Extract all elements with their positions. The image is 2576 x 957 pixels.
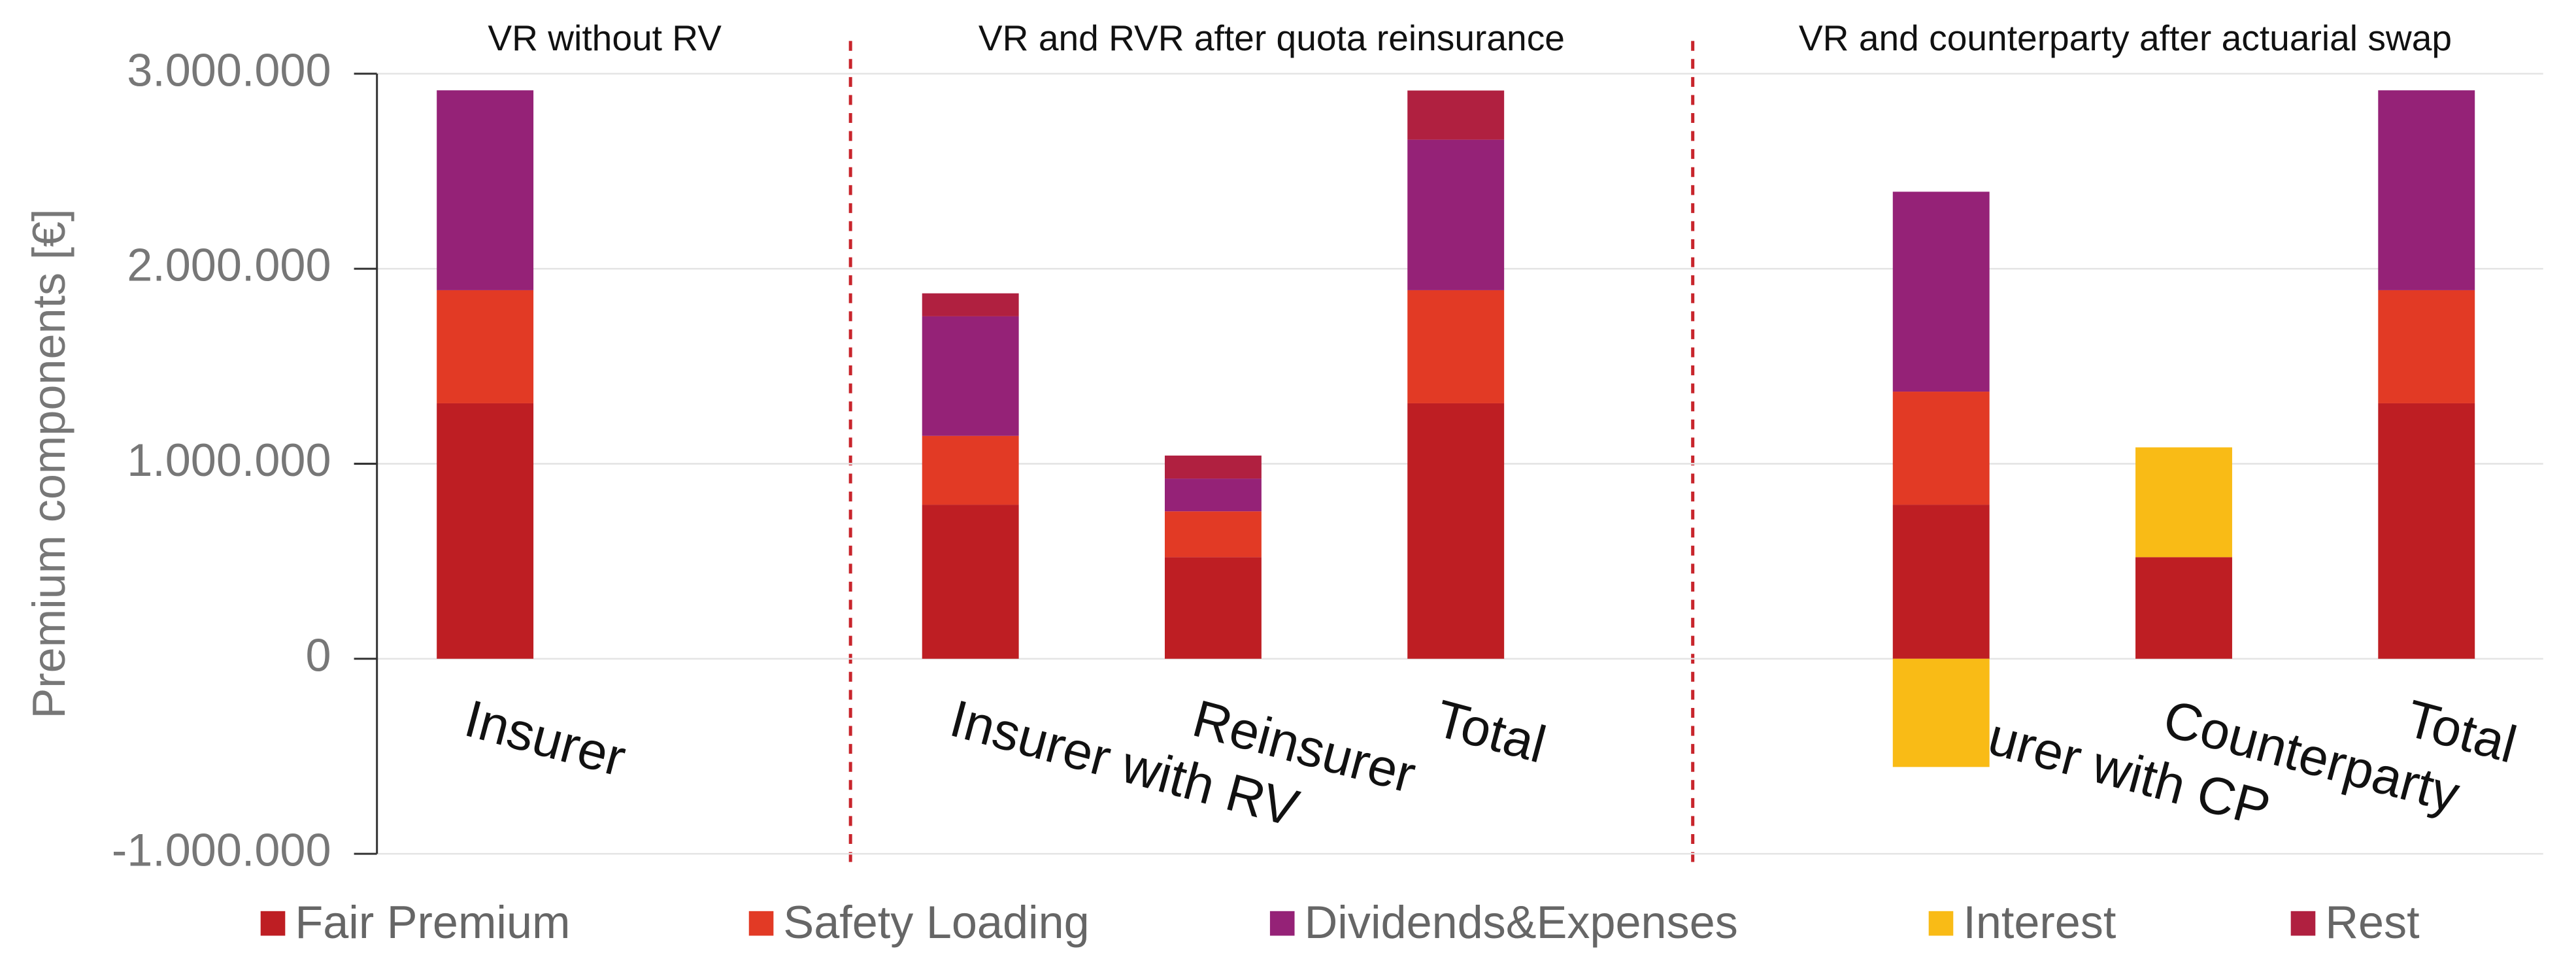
legend-label: Safety Loading [783, 896, 1089, 948]
legend-label: Interest [1963, 896, 2116, 948]
legend-swatch [748, 911, 774, 936]
y-tick-label: 1.000.000 [127, 434, 331, 486]
bar-segment [922, 293, 1019, 316]
bar-segment [1164, 478, 1262, 512]
bar-segment [1407, 90, 1505, 140]
bar-segment [437, 90, 534, 290]
bar-segment [437, 290, 534, 403]
bar-segment [1407, 139, 1505, 290]
bar-segment [1407, 403, 1505, 659]
legend-swatch [260, 911, 286, 936]
bar-segment [437, 403, 534, 659]
x-tick-label: Insurer [459, 688, 631, 788]
legend-label: Rest [2325, 896, 2419, 948]
bar-segment [1164, 511, 1262, 558]
legend-swatch [1928, 911, 1954, 936]
group-title: VR without RV [488, 18, 722, 58]
bar-segment [1164, 455, 1262, 479]
bar-segment [2135, 557, 2232, 659]
group-title: VR and RVR after quota reinsurance [979, 18, 1565, 58]
bar-segment [2378, 290, 2475, 403]
bar-segment [1892, 658, 1990, 767]
bar-segment [2135, 447, 2232, 558]
bar-segment [1892, 505, 1990, 659]
bar-segment [1892, 392, 1990, 505]
bar-segment [922, 505, 1019, 659]
bar-segment [922, 435, 1019, 505]
legend-label: Fair Premium [295, 896, 570, 948]
y-tick-label: 2.000.000 [127, 239, 331, 291]
bar-segment [1407, 290, 1505, 403]
bar-segment [1164, 557, 1262, 659]
bar-segment [1892, 192, 1990, 392]
group-title: VR and counterparty after actuarial swap [1799, 18, 2452, 58]
y-tick-label: 0 [305, 629, 331, 680]
y-axis-label: Premium components [€] [23, 209, 75, 718]
bar-segment [2378, 90, 2475, 290]
x-tick-label: Total [1430, 688, 1552, 774]
bar-segment [922, 316, 1019, 436]
legend-swatch [2290, 911, 2316, 936]
legend-label: Dividends&Expenses [1305, 896, 1738, 948]
bar-segment [2378, 403, 2475, 659]
legend-swatch [1269, 911, 1295, 936]
y-tick-label: 3.000.000 [127, 44, 331, 95]
y-tick-label: -1.000.000 [112, 824, 331, 876]
